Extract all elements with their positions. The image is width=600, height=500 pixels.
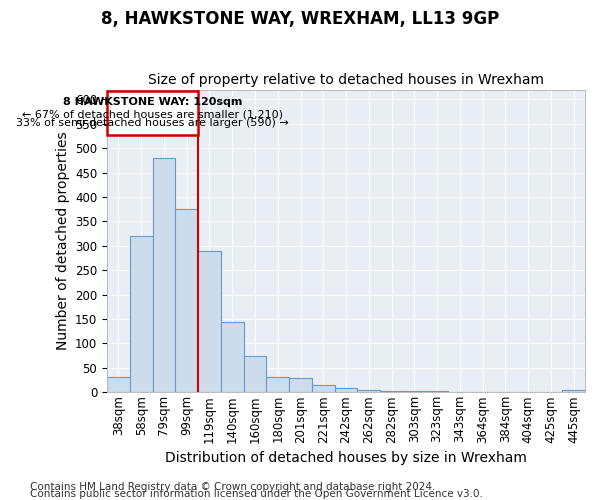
Y-axis label: Number of detached properties: Number of detached properties — [56, 132, 70, 350]
Bar — [244, 356, 266, 393]
FancyBboxPatch shape — [107, 90, 198, 135]
Bar — [266, 376, 289, 392]
X-axis label: Distribution of detached houses by size in Wrexham: Distribution of detached houses by size … — [165, 451, 527, 465]
Text: 8 HAWKSTONE WAY: 120sqm: 8 HAWKSTONE WAY: 120sqm — [63, 98, 242, 108]
Text: Contains public sector information licensed under the Open Government Licence v3: Contains public sector information licen… — [30, 489, 483, 499]
Bar — [130, 236, 152, 392]
Text: Contains HM Land Registry data © Crown copyright and database right 2024.: Contains HM Land Registry data © Crown c… — [30, 482, 436, 492]
Bar — [198, 250, 221, 392]
Bar — [358, 390, 380, 392]
Title: Size of property relative to detached houses in Wrexham: Size of property relative to detached ho… — [148, 73, 544, 87]
Bar — [312, 385, 335, 392]
Bar — [175, 209, 198, 392]
Text: 33% of semi-detached houses are larger (590) →: 33% of semi-detached houses are larger (… — [16, 118, 289, 128]
Bar — [562, 390, 585, 392]
Bar — [221, 322, 244, 392]
Bar — [335, 388, 358, 392]
Text: 8, HAWKSTONE WAY, WREXHAM, LL13 9GP: 8, HAWKSTONE WAY, WREXHAM, LL13 9GP — [101, 10, 499, 28]
Bar — [380, 391, 403, 392]
Bar — [289, 378, 312, 392]
Text: ← 67% of detached houses are smaller (1,210): ← 67% of detached houses are smaller (1,… — [22, 109, 283, 119]
Bar — [107, 376, 130, 392]
Bar — [152, 158, 175, 392]
